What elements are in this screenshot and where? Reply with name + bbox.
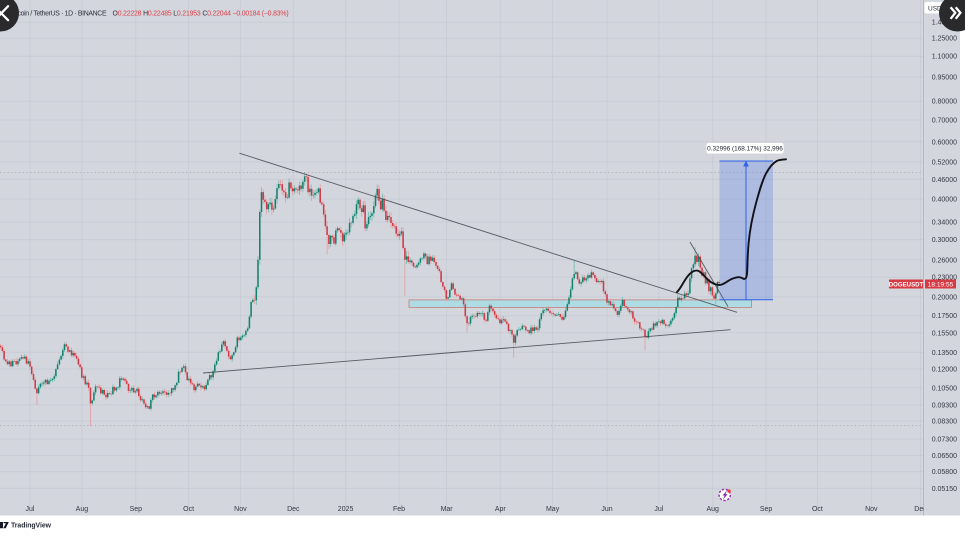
svg-text:May: May — [546, 506, 560, 513]
svg-text:Dec: Dec — [287, 506, 300, 513]
svg-text:Aug: Aug — [76, 506, 89, 513]
svg-text:Sep: Sep — [760, 506, 773, 513]
svg-text:Feb: Feb — [393, 506, 405, 513]
svg-text:0.80000: 0.80000 — [932, 99, 957, 106]
svg-text:0.05150: 0.05150 — [932, 486, 957, 493]
svg-text:0.08300: 0.08300 — [932, 419, 957, 426]
svg-text:Jul: Jul — [26, 506, 35, 513]
svg-text:0.20000: 0.20000 — [932, 294, 957, 301]
svg-text:TradingView: TradingView — [11, 523, 52, 530]
svg-text:Aug: Aug — [706, 506, 719, 513]
svg-text:Jun: Jun — [601, 506, 612, 513]
svg-text:Oct: Oct — [812, 506, 823, 513]
svg-text:0.32996 (168.17%) 32,996: 0.32996 (168.17%) 32,996 — [707, 146, 783, 153]
svg-text:0.30000: 0.30000 — [932, 237, 957, 244]
svg-text:O0.22228 H0.22485 L0.21953 C0.: O0.22228 H0.22485 L0.21953 C0.22044 −0.0… — [113, 11, 289, 18]
svg-text:Apr: Apr — [495, 506, 507, 513]
svg-text:1.10000: 1.10000 — [932, 54, 957, 61]
svg-text:0.46000: 0.46000 — [932, 177, 957, 184]
svg-text:0.13500: 0.13500 — [932, 350, 957, 357]
svg-text:0.34000: 0.34000 — [932, 220, 957, 227]
svg-text:0.70000: 0.70000 — [932, 118, 957, 125]
svg-text:DOGEUSDT: DOGEUSDT — [889, 281, 924, 288]
svg-text:0.26000: 0.26000 — [932, 257, 957, 264]
svg-text:0.09300: 0.09300 — [932, 402, 957, 409]
svg-text:0.40000: 0.40000 — [932, 197, 957, 204]
svg-text:0.15500: 0.15500 — [932, 330, 957, 337]
svg-text:Nov: Nov — [865, 506, 878, 513]
svg-text:Sep: Sep — [130, 506, 143, 513]
svg-text:Dogecoin / TetherUS · 1D · BIN: Dogecoin / TetherUS · 1D · BINANCE — [2, 11, 107, 18]
svg-text:0.06500: 0.06500 — [932, 453, 957, 460]
svg-text:18:19:55: 18:19:55 — [928, 281, 954, 288]
svg-text:Nov: Nov — [234, 506, 247, 513]
svg-text:0.12000: 0.12000 — [932, 367, 957, 374]
svg-text:Jul: Jul — [654, 506, 663, 513]
svg-text:0.17500: 0.17500 — [932, 313, 957, 320]
svg-text:0.23000: 0.23000 — [932, 275, 957, 282]
svg-text:0.07300: 0.07300 — [932, 437, 957, 444]
svg-text:Oct: Oct — [183, 506, 194, 513]
svg-text:0.60000: 0.60000 — [932, 139, 957, 146]
svg-text:0.05800: 0.05800 — [932, 469, 957, 476]
svg-text:USD: USD — [928, 6, 942, 13]
svg-text:0.52000: 0.52000 — [932, 160, 957, 167]
svg-text:0.10500: 0.10500 — [932, 385, 957, 392]
svg-text:Dec: Dec — [914, 506, 927, 513]
svg-text:2025: 2025 — [338, 506, 354, 513]
svg-text:0.95000: 0.95000 — [932, 74, 957, 81]
svg-text:Mar: Mar — [441, 506, 454, 513]
svg-text:1.25000: 1.25000 — [932, 36, 957, 43]
